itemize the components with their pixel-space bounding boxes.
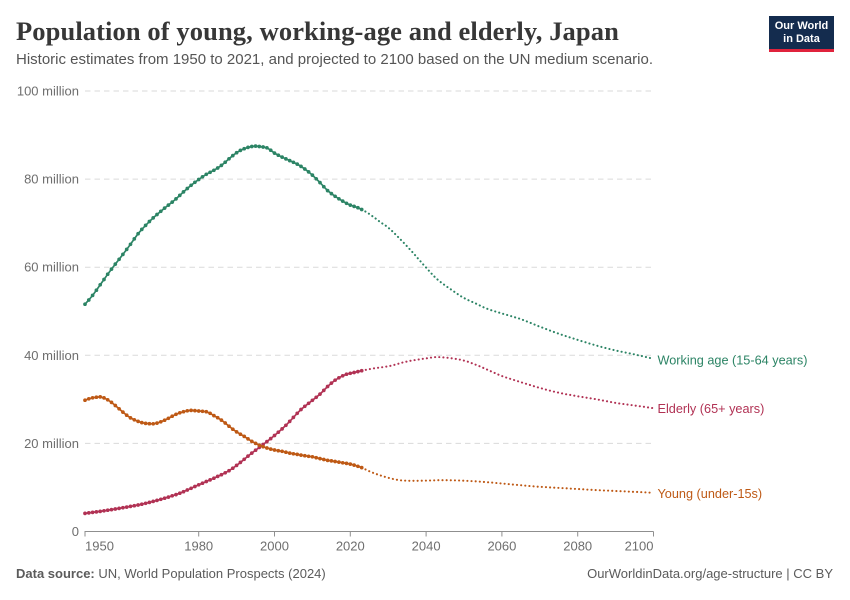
- svg-text:60 million: 60 million: [24, 260, 79, 275]
- svg-text:2040: 2040: [412, 539, 441, 554]
- svg-text:2100: 2100: [625, 539, 654, 554]
- svg-text:1950: 1950: [85, 539, 114, 554]
- svg-text:2080: 2080: [563, 539, 592, 554]
- svg-text:100 million: 100 million: [17, 84, 79, 99]
- svg-text:0: 0: [72, 524, 79, 539]
- svg-text:20 million: 20 million: [24, 436, 79, 451]
- svg-text:Young (under-15s): Young (under-15s): [658, 487, 763, 501]
- svg-text:40 million: 40 million: [24, 348, 79, 363]
- svg-text:2060: 2060: [487, 539, 516, 554]
- svg-text:Elderly (65+ years): Elderly (65+ years): [658, 402, 765, 416]
- svg-text:Working age (15-64 years): Working age (15-64 years): [658, 354, 808, 368]
- svg-text:1980: 1980: [184, 539, 213, 554]
- svg-text:80 million: 80 million: [24, 172, 79, 187]
- svg-text:2020: 2020: [336, 539, 365, 554]
- svg-text:2000: 2000: [260, 539, 289, 554]
